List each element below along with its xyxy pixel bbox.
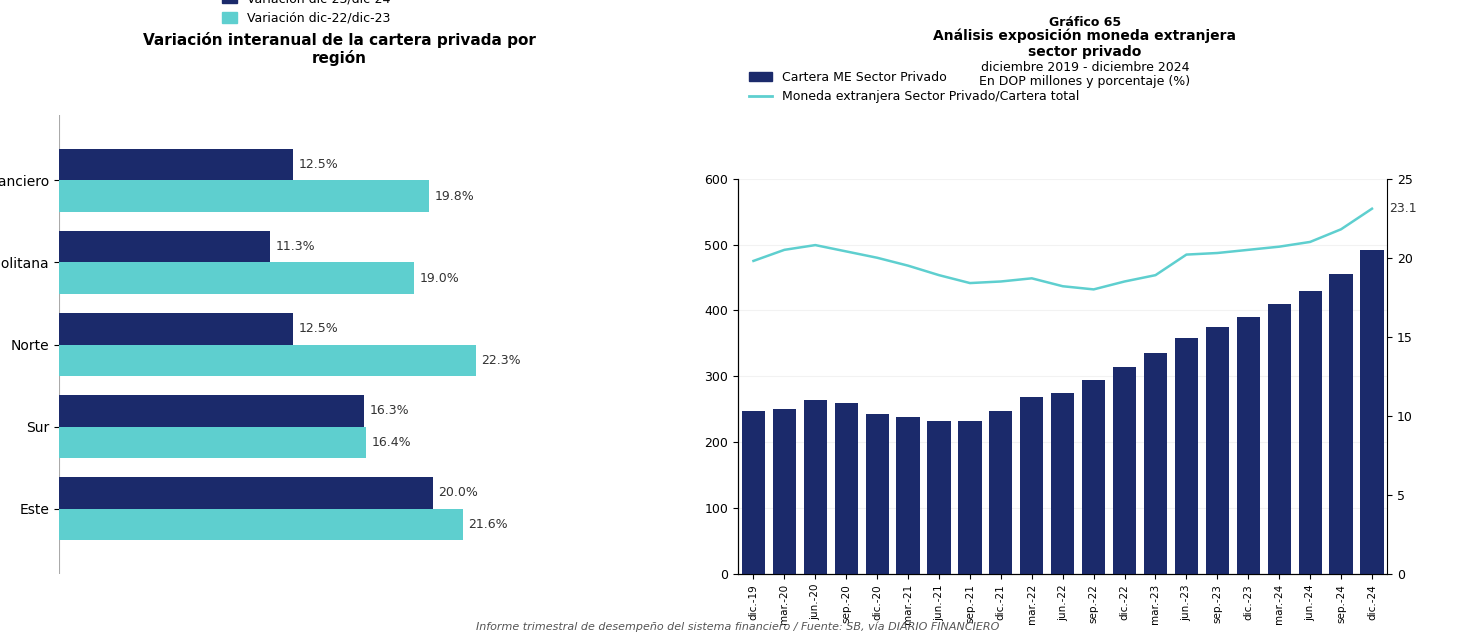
Text: Variación interanual de la cartera privada por
región: Variación interanual de la cartera priva… xyxy=(143,32,536,66)
Bar xyxy=(59,345,475,376)
Bar xyxy=(1299,291,1321,574)
Bar xyxy=(1020,397,1044,574)
Bar xyxy=(59,508,463,540)
Bar xyxy=(927,420,951,574)
Bar xyxy=(1330,274,1352,574)
Bar xyxy=(1268,304,1292,574)
Text: 19.8%: 19.8% xyxy=(435,189,475,202)
Bar xyxy=(59,181,430,212)
Bar xyxy=(1206,327,1230,574)
Bar xyxy=(1237,317,1261,574)
Bar xyxy=(59,149,292,181)
Text: 23.1: 23.1 xyxy=(1389,202,1417,215)
Bar xyxy=(59,396,363,427)
Bar xyxy=(865,414,889,574)
Bar xyxy=(1175,338,1199,574)
Text: 21.6%: 21.6% xyxy=(468,517,508,531)
Text: 12.5%: 12.5% xyxy=(298,322,338,336)
Text: 16.3%: 16.3% xyxy=(369,404,409,417)
Text: diciembre 2019 - diciembre 2024: diciembre 2019 - diciembre 2024 xyxy=(980,61,1190,73)
Bar xyxy=(742,411,765,574)
Bar xyxy=(59,427,366,457)
Text: Análisis exposición moneda extranjera: Análisis exposición moneda extranjera xyxy=(933,29,1237,43)
Text: 16.4%: 16.4% xyxy=(372,436,410,449)
Bar xyxy=(59,262,415,293)
Bar xyxy=(1051,393,1075,574)
Bar xyxy=(1361,250,1383,574)
Legend: Cartera ME Sector Privado, Moneda extranjera Sector Privado/Cartera total: Cartera ME Sector Privado, Moneda extran… xyxy=(744,66,1085,108)
Text: 11.3%: 11.3% xyxy=(276,241,316,253)
Bar xyxy=(59,313,292,345)
Text: En DOP millones y porcentaje (%): En DOP millones y porcentaje (%) xyxy=(979,75,1191,88)
Text: 19.0%: 19.0% xyxy=(419,272,459,285)
Text: 22.3%: 22.3% xyxy=(481,353,521,367)
Text: Gráfico 65: Gráfico 65 xyxy=(1049,16,1120,29)
Bar xyxy=(59,232,270,262)
Bar xyxy=(1113,367,1137,574)
Bar xyxy=(59,477,432,508)
Bar xyxy=(834,403,858,574)
Bar xyxy=(989,412,1013,574)
Text: 20.0%: 20.0% xyxy=(438,487,478,500)
Bar xyxy=(896,417,920,574)
Legend: Variación dic-23/dic-24, Variación dic-22/dic-23: Variación dic-23/dic-24, Variación dic-2… xyxy=(223,0,391,25)
Bar xyxy=(804,400,827,574)
Bar xyxy=(1144,353,1168,574)
Text: Informe trimestral de desempeño del sistema financiero / Fuente: SB, vía DIARIO : Informe trimestral de desempeño del sist… xyxy=(477,621,999,632)
Text: sector privado: sector privado xyxy=(1029,45,1141,59)
Bar xyxy=(1082,380,1106,574)
Bar xyxy=(773,409,796,574)
Bar xyxy=(958,421,982,574)
Text: 12.5%: 12.5% xyxy=(298,158,338,172)
